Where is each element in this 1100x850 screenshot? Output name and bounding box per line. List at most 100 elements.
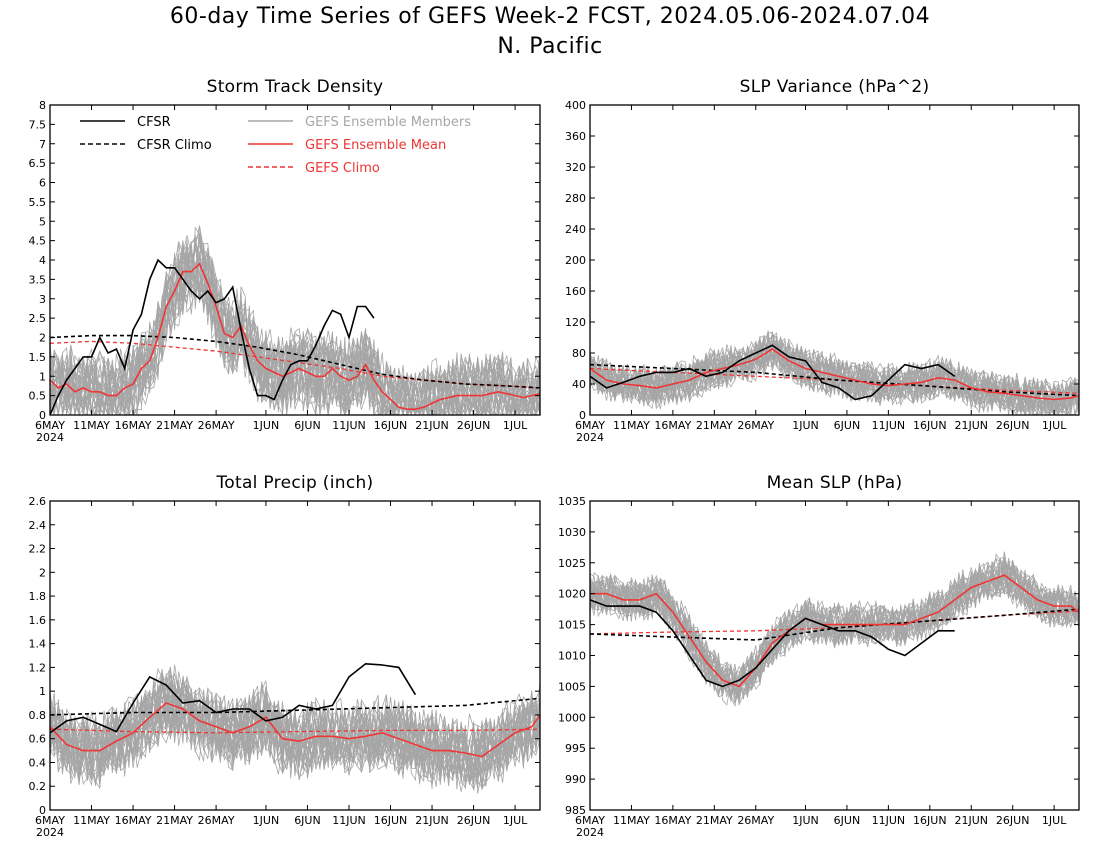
plot-area (50, 225, 540, 415)
x-tick-label: 21MAY (156, 419, 193, 432)
y-tick-label: 360 (565, 130, 586, 143)
x-tick-label: 6MAY (35, 814, 65, 827)
ensemble-member-line (50, 678, 540, 784)
y-tick-label: 4 (39, 254, 46, 267)
x-tick-label: 6JUN (834, 419, 861, 432)
x-tick-label: 26JUN (996, 419, 1030, 432)
y-tick-label: 2 (39, 566, 46, 579)
y-tick-label: 1 (39, 370, 46, 383)
ensemble-member-line (50, 664, 540, 784)
y-tick-label: 200 (565, 254, 586, 267)
ensemble-member-line (590, 553, 1079, 696)
legend-item-cfsr: CFSR (80, 115, 171, 130)
x-tick-label: 21MAY (156, 814, 193, 827)
x-tick-label: 21MAY (696, 419, 733, 432)
y-tick-label: 0 (39, 804, 46, 817)
cfsr-climo-line (590, 608, 1079, 641)
legend-item-ensemble-mean: GEFS Ensemble Mean (248, 138, 446, 153)
x-tick-label: 16JUN (374, 814, 408, 827)
y-tick-label: 1000 (558, 711, 586, 724)
ensemble-member-line (50, 666, 540, 791)
ensemble-member-line (590, 336, 1079, 415)
x-tick-label: 1JUN (792, 814, 819, 827)
gefs-climo-line (50, 728, 540, 734)
figure-subtitle: N. Pacific (497, 34, 603, 59)
y-tick-label: 990 (565, 773, 586, 786)
cfsr-climo-line (590, 363, 1079, 397)
x-tick-label: 26JUN (457, 814, 491, 827)
y-tick-label: 160 (565, 285, 586, 298)
y-tick-label: 120 (565, 316, 586, 329)
y-tick-label: 320 (565, 161, 586, 174)
y-tick-label: 995 (565, 742, 586, 755)
cfsr-line (50, 662, 417, 734)
gefs-ensemble-mean-line (50, 262, 540, 410)
x-tick-label: 26MAY (737, 419, 774, 432)
y-tick-label: 0.2 (29, 780, 47, 793)
legend-label: CFSR Climo (137, 138, 212, 153)
y-tick-label: 0 (39, 409, 46, 422)
x-tick-label: 11JUN (872, 814, 906, 827)
x-tick-label: 1JUL (1042, 814, 1067, 827)
x-tick-label: 11MAY (613, 814, 650, 827)
y-tick-label: 8 (39, 99, 46, 112)
x-tick-label: 21JUN (415, 419, 449, 432)
y-tick-label: 400 (565, 99, 586, 112)
x-year-label: 2024 (576, 431, 604, 444)
y-tick-label: 2.5 (29, 312, 47, 325)
plot-area (50, 662, 540, 794)
y-tick-label: 1025 (558, 557, 586, 570)
y-tick-label: 2.6 (29, 495, 47, 508)
x-year-label: 2024 (576, 826, 604, 839)
legend-label: GEFS Ensemble Mean (305, 138, 446, 153)
legend-item-ensemble-members: GEFS Ensemble Members (248, 115, 471, 130)
cfsr-line (50, 258, 375, 415)
x-tick-label: 21JUN (954, 419, 988, 432)
y-tick-label: 240 (565, 223, 586, 236)
chart-panel-1: 0 0.5 1 1.5 2 2.5 3 3.5 4 4.5 5 5.5 6 6.5 7 7.5 8 6MAY 11M… (29, 77, 541, 444)
gefs-ensemble-mean-line (50, 702, 540, 758)
plot-area (590, 551, 1079, 707)
y-tick-label: 1035 (558, 495, 586, 508)
ensemble-member-line (590, 563, 1079, 695)
ensemble-member-line (50, 672, 540, 787)
y-tick-label: 80 (572, 347, 586, 360)
chart-panel-4: 985 990 995 1000 1005 1010 1015 1020 1025 1030 103… (558, 473, 1080, 839)
x-tick-label: 26MAY (198, 814, 235, 827)
y-tick-label: 1 (39, 685, 46, 698)
panel-title: Mean SLP (hPa) (767, 473, 903, 493)
y-tick-label: 7 (39, 138, 46, 151)
y-tick-label: 0 (579, 409, 586, 422)
y-tick-label: 1.8 (29, 590, 47, 603)
x-tick-label: 6MAY (575, 419, 605, 432)
ensemble-member-line (590, 557, 1079, 692)
y-tick-label: 5.5 (29, 196, 47, 209)
x-tick-label: 26JUN (996, 814, 1030, 827)
y-tick-label: 1030 (558, 526, 586, 539)
x-tick-label: 11MAY (73, 419, 110, 432)
y-tick-label: 1.6 (29, 614, 47, 627)
chart-panel-2: 0 40 80 120 160 200 240 280 320 360 400 6MAY 11MAY 16… (565, 77, 1080, 444)
x-tick-label: 11JUN (872, 419, 906, 432)
x-tick-label: 16JUN (913, 419, 947, 432)
y-tick-label: 0.6 (29, 733, 47, 746)
cfsr-line (590, 599, 955, 688)
legend-label: GEFS Climo (305, 161, 380, 176)
x-tick-label: 11MAY (73, 814, 110, 827)
y-tick-label: 280 (565, 192, 586, 205)
legend-label: GEFS Ensemble Members (305, 115, 471, 130)
x-year-label: 2024 (36, 431, 64, 444)
panel-title: SLP Variance (hPa^2) (740, 77, 930, 97)
y-tick-label: 1010 (558, 650, 586, 663)
plot-area (590, 330, 1079, 415)
ensemble-member-line (50, 673, 540, 792)
chart-panel-3: 0 0.2 0.4 0.6 0.8 1 1.2 1.4 1.6 1.8 2 2.2 2.4 2.6 6MAY… (29, 473, 541, 839)
y-tick-label: 2 (39, 332, 46, 345)
x-year-label: 2024 (36, 826, 64, 839)
x-tick-label: 16JUN (913, 814, 947, 827)
y-tick-label: 1.5 (29, 351, 47, 364)
panel-title: Storm Track Density (207, 77, 384, 97)
x-tick-label: 16MAY (654, 419, 691, 432)
x-tick-label: 1JUN (253, 814, 280, 827)
